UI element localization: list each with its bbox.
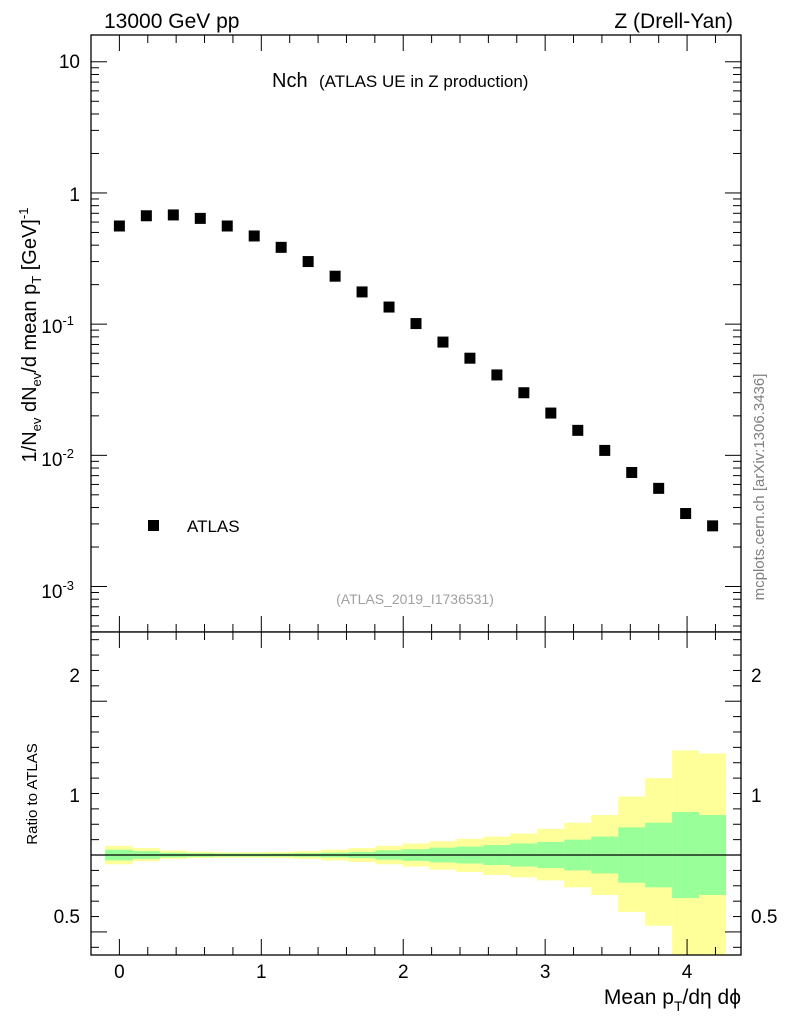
- ratio-xtick-labels: 0 1 2 3 4: [114, 962, 693, 983]
- ratio-ytick-labels-right: 2 1 0.5: [751, 666, 777, 928]
- ratio-panel: 2 1 0.5 2 1 0.5 Ratio to ATLAS 0 1 2 3 4 Mea…: [24, 631, 777, 1014]
- data-point-atlas-10: [383, 301, 395, 313]
- ratio-ytick-right-1: 1: [751, 786, 762, 807]
- plot-title-sub: (ATLAS UE in Z production): [319, 72, 528, 91]
- xtick-label-0: 0: [114, 962, 125, 983]
- ratio-ytick-left-1: 1: [69, 786, 80, 807]
- data-point-atlas-4: [221, 220, 233, 232]
- legend-atlas-marker: [148, 520, 159, 531]
- data-point-atlas-11: [410, 318, 422, 330]
- main-panel: Nch (ATLAS UE in Z production) ATLAS (AT…: [16, 34, 742, 633]
- ytick-label-1e-1: 10-1: [41, 313, 74, 338]
- data-point-atlas-5: [248, 230, 260, 242]
- ratio-ytick-labels-left: 2 1 0.5: [54, 666, 80, 928]
- legend-atlas-label: ATLAS: [187, 517, 240, 536]
- data-point-atlas-21: [680, 508, 692, 520]
- data-point-atlas-15: [518, 387, 530, 399]
- ratio-axis-ticks: [90, 632, 741, 955]
- data-point-atlas-1: [140, 210, 152, 222]
- ytick-label-1e-2: 10-2: [41, 446, 74, 471]
- main-data-markers: [113, 209, 719, 532]
- ratio-frame: [90, 631, 742, 956]
- main-ytick-labels: 10 1 10-1 10-2 10-3: [41, 52, 80, 603]
- data-point-atlas-8: [329, 270, 341, 282]
- plot-title-main: Nch: [272, 70, 308, 92]
- ratio-xlabel: Mean pT/dη dϕ: [604, 986, 741, 1014]
- ytick-label-1e-3: 10-3: [41, 578, 74, 603]
- main-axis-ticks: [90, 35, 741, 632]
- energy-label: 13000 GeV pp: [104, 10, 239, 33]
- data-point-atlas-2: [167, 209, 179, 221]
- ratio-ylabel: Ratio to ATLAS: [24, 743, 41, 844]
- data-point-atlas-14: [491, 369, 503, 381]
- ratio-ytick-left-0-5: 0.5: [54, 907, 80, 928]
- data-point-atlas-9: [356, 286, 368, 298]
- ratio-ytick-right-2: 2: [751, 666, 762, 687]
- data-point-atlas-13: [464, 352, 476, 364]
- main-plot-area: [91, 35, 741, 632]
- data-point-atlas-19: [626, 466, 638, 478]
- xtick-label-4: 4: [682, 962, 693, 983]
- data-point-atlas-3: [194, 212, 206, 224]
- xtick-label-1: 1: [256, 962, 267, 983]
- data-point-atlas-0: [113, 220, 125, 232]
- side-credit: mcplots.cern.ch [arXiv:1306.3436]: [751, 374, 768, 601]
- data-point-atlas-16: [545, 407, 557, 419]
- xtick-label-2: 2: [398, 962, 409, 983]
- data-point-atlas-12: [437, 336, 449, 348]
- ytick-label-1: 1: [69, 185, 80, 206]
- data-point-atlas-22: [707, 520, 719, 532]
- data-point-atlas-7: [302, 256, 314, 268]
- main-ylabel: 1/Nev dNev/d mean pT [GeV]-1: [16, 208, 44, 463]
- data-point-atlas-18: [599, 444, 611, 456]
- data-point-atlas-6: [275, 241, 287, 253]
- ratio-ytick-right-0-5: 0.5: [751, 907, 777, 928]
- process-label: Z (Drell-Yan): [614, 10, 733, 33]
- ratio-ytick-left-2: 2: [69, 666, 80, 687]
- data-point-atlas-20: [653, 482, 665, 494]
- analysis-id-label: (ATLAS_2019_I1736531): [336, 591, 494, 607]
- ytick-label-10: 10: [59, 52, 80, 73]
- data-point-atlas-17: [572, 424, 584, 436]
- xtick-label-3: 3: [540, 962, 551, 983]
